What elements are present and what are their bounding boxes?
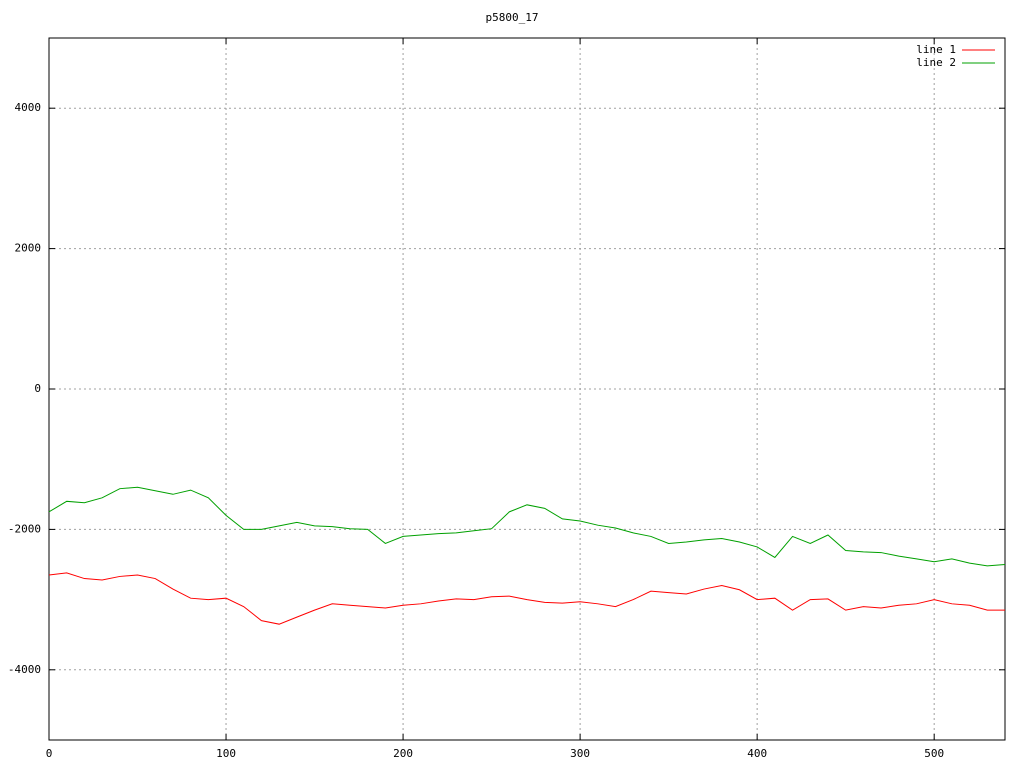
chart-title: p5800_17 bbox=[486, 11, 539, 24]
legend-label: line 1 bbox=[916, 43, 956, 56]
x-tick-label: 300 bbox=[570, 747, 590, 760]
x-tick-label: 0 bbox=[46, 747, 53, 760]
x-tick-label: 200 bbox=[393, 747, 413, 760]
x-tick-label: 400 bbox=[747, 747, 767, 760]
y-tick-label: 0 bbox=[34, 382, 41, 395]
data-line bbox=[48, 572, 1005, 625]
data-line bbox=[48, 486, 1006, 567]
y-tick-label: 4000 bbox=[15, 101, 42, 114]
legend-label: line 2 bbox=[916, 56, 956, 69]
x-tick-label: 500 bbox=[924, 747, 944, 760]
plot-border bbox=[48, 37, 1006, 741]
y-tick-label: -4000 bbox=[8, 663, 41, 676]
y-tick-label: 2000 bbox=[15, 242, 42, 255]
y-tick-label: -2000 bbox=[8, 522, 41, 535]
x-tick-label: 100 bbox=[216, 747, 236, 760]
